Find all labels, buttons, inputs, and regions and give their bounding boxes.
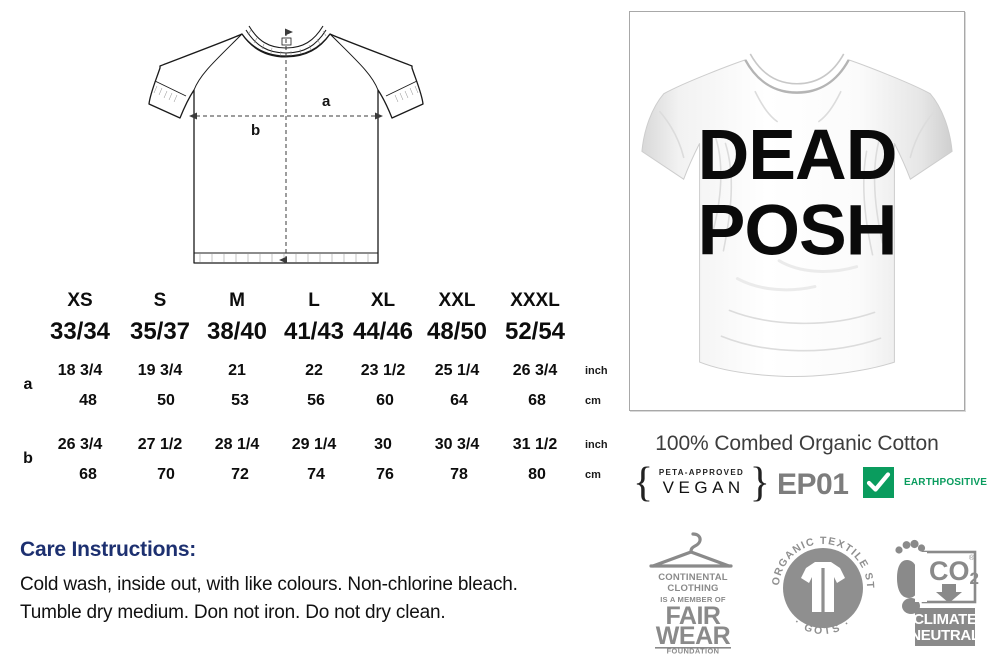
- svg-text:WEAR: WEAR: [656, 622, 731, 650]
- table-header-size: XL: [370, 290, 396, 311]
- table-cell-b-inch: 28 1/4: [214, 436, 260, 453]
- vegan-label: VEGAN: [662, 478, 745, 497]
- table-cell-a-inch: 18 3/4: [57, 362, 103, 379]
- svg-text:®: ®: [969, 554, 975, 562]
- material-description: 100% Combed Organic Cotton: [655, 432, 939, 455]
- table-cell-b-cm: 68: [79, 466, 97, 483]
- unit-label-cm: cm: [585, 469, 601, 481]
- svg-text:FOUNDATION: FOUNDATION: [667, 647, 720, 655]
- table-cell-b-cm: 72: [231, 466, 249, 483]
- certification-badges-row: { PETA-APPROVED VEGAN } EP01 EARTHPOSITI…: [629, 462, 987, 508]
- table-cell-a-inch: 22: [305, 362, 323, 379]
- table-chest-size: 48/50: [426, 318, 488, 345]
- dimension-label-a: a: [322, 93, 331, 110]
- peta-approved-label: PETA-APPROVED: [658, 468, 745, 477]
- brace-left-icon: {: [633, 460, 654, 506]
- table-chest-size: 52/54: [504, 318, 566, 345]
- table-cell-a-inch: 23 1/2: [360, 362, 406, 379]
- table-cell-b-cm: 70: [157, 466, 175, 483]
- table-row-label-a: a: [23, 376, 33, 393]
- table-cell-b-inch: 30: [374, 436, 392, 453]
- table-cell-b-cm: 74: [307, 466, 325, 483]
- table-cell-a-cm: 56: [307, 392, 325, 409]
- table-cell-b-inch: 26 3/4: [57, 436, 103, 453]
- table-header-size: XXXL: [510, 290, 560, 311]
- tshirt-outline-svg: [148, 25, 424, 264]
- table-header-size: L: [308, 290, 320, 311]
- table-header-size: M: [229, 290, 245, 311]
- table-cell-b-inch: 29 1/4: [291, 436, 337, 453]
- table-chest-size: 44/46: [352, 318, 414, 345]
- size-measurement-table: a b XS S M L XL XXL XXXL 33/34 35/37 38/…: [0, 290, 620, 500]
- unit-label-inch: inch: [585, 439, 608, 451]
- shirt-print-line-2: POSH: [698, 191, 897, 271]
- unit-label-inch: inch: [585, 365, 608, 377]
- table-cell-b-inch: 31 1/2: [512, 436, 558, 453]
- svg-text:FAIR: FAIR: [666, 602, 721, 630]
- shirt-print-line-1: DEAD: [698, 115, 897, 195]
- gots-organic-textile-icon: GLOBAL ORGANIC TEXTILE STANDARD · GOTS ·: [757, 522, 889, 654]
- table-header-size: XXL: [438, 290, 476, 311]
- table-cell-b-cm: 80: [528, 466, 546, 483]
- svg-text:NEUTRAL: NEUTRAL: [910, 627, 979, 644]
- care-instructions-line-1: Cold wash, inside out, with like colours…: [20, 574, 518, 595]
- table-cell-a-inch: 21: [228, 362, 246, 379]
- table-cell-a-inch: 19 3/4: [137, 362, 183, 379]
- table-chest-size: 41/43: [283, 318, 345, 345]
- table-row-label-b: b: [23, 450, 33, 467]
- table-cell-a-cm: 48: [79, 392, 97, 409]
- table-chest-size: 38/40: [206, 318, 268, 345]
- care-instructions-block: Care Instructions: Cold wash, inside out…: [20, 538, 620, 626]
- product-photo: DEAD POSH: [630, 12, 964, 410]
- fair-wear-foundation-icon: CONTINENTAL CLOTHING IS A MEMBER OF FAIR…: [637, 526, 749, 654]
- product-code-label: EP01: [777, 468, 849, 501]
- svg-text:CLIMATE: CLIMATE: [913, 611, 977, 628]
- table-cell-b-inch: 27 1/2: [137, 436, 183, 453]
- earthpositive-label: EARTHPOSITIVE: [904, 477, 988, 488]
- product-photo-frame: DEAD POSH: [629, 11, 965, 411]
- table-cell-a-inch: 25 1/4: [434, 362, 480, 379]
- peta-vegan-badge: { PETA-APPROVED VEGAN }: [633, 462, 770, 504]
- table-cell-a-cm: 64: [450, 392, 468, 409]
- table-header-size: S: [153, 290, 167, 311]
- co2-climate-neutral-icon: CO2 ® CLIMATE NEUTRAL: [887, 528, 979, 650]
- table-cell-a-cm: 50: [157, 392, 175, 409]
- svg-text:CLOTHING: CLOTHING: [667, 583, 718, 594]
- brace-right-icon: }: [749, 460, 770, 506]
- unit-label-cm: cm: [585, 395, 601, 407]
- svg-text:IS A MEMBER OF: IS A MEMBER OF: [660, 595, 726, 604]
- table-cell-b-cm: 76: [376, 466, 394, 483]
- care-instructions-heading: Care Instructions:: [20, 538, 197, 561]
- svg-text:CONTINENTAL: CONTINENTAL: [658, 572, 728, 583]
- table-cell-a-cm: 68: [528, 392, 546, 409]
- table-cell-a-cm: 60: [376, 392, 394, 409]
- certification-logos-row: CONTINENTAL CLOTHING IS A MEMBER OF FAIR…: [629, 518, 979, 658]
- care-instructions-line-2: Tumble dry medium. Don not iron. Do not …: [20, 601, 446, 623]
- table-chest-size: 35/37: [129, 318, 191, 345]
- tshirt-technical-diagram: a b: [130, 8, 460, 293]
- checkmark-icon: [863, 467, 894, 498]
- table-cell-b-inch: 30 3/4: [434, 436, 480, 453]
- dimension-label-b: b: [251, 122, 261, 139]
- table-header-size: XS: [67, 290, 93, 311]
- table-chest-size: 33/34: [49, 318, 111, 345]
- table-cell-a-inch: 26 3/4: [512, 362, 558, 379]
- product-photo-svg: DEAD POSH: [630, 12, 964, 410]
- table-cell-b-cm: 78: [450, 466, 468, 483]
- table-cell-a-cm: 53: [231, 392, 249, 409]
